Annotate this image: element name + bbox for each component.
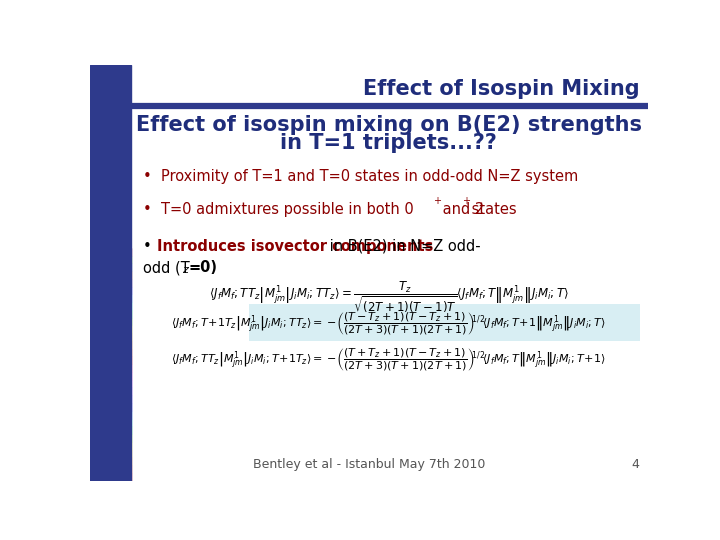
Bar xyxy=(90,372,131,380)
Text: $\langle J_f M_f; T\!+\!1 T_z \left|M^1_{jm}\right| J_i M_i; TT_z \rangle = -\!\: $\langle J_f M_f; T\!+\!1 T_z \left|M^1_… xyxy=(171,310,606,337)
Bar xyxy=(90,287,131,294)
Text: Effect of isospin mixing on B(E2) strengths: Effect of isospin mixing on B(E2) streng… xyxy=(135,114,642,134)
Bar xyxy=(90,310,131,318)
Text: =0): =0) xyxy=(189,260,217,275)
Text: z: z xyxy=(182,265,188,275)
Text: +: + xyxy=(462,196,470,206)
Bar xyxy=(90,279,131,287)
Text: in T=1 triplets...??: in T=1 triplets...?? xyxy=(280,133,497,153)
Bar xyxy=(90,326,131,333)
Bar xyxy=(90,248,131,255)
Text: Bentley et al - Istanbul May 7th 2010: Bentley et al - Istanbul May 7th 2010 xyxy=(253,458,485,471)
Bar xyxy=(90,271,131,279)
Text: in B(E2) in N=Z odd-: in B(E2) in N=Z odd- xyxy=(325,239,481,254)
FancyBboxPatch shape xyxy=(249,304,639,341)
Bar xyxy=(90,302,131,310)
Text: •  T=0 admixtures possible in both 0: • T=0 admixtures possible in both 0 xyxy=(143,202,414,217)
Bar xyxy=(90,442,131,450)
Bar xyxy=(90,318,131,326)
Bar xyxy=(90,364,131,372)
Bar xyxy=(90,457,131,465)
Bar xyxy=(90,65,131,481)
Text: $\langle J_f M_f; TT_z \left|M^1_{jm}\right| J_i M_i; TT_z \rangle = \dfrac{T_z}: $\langle J_f M_f; TT_z \left|M^1_{jm}\ri… xyxy=(209,280,569,315)
Text: •  Proximity of T=1 and T=0 states in odd-odd N=Z system: • Proximity of T=1 and T=0 states in odd… xyxy=(143,168,578,184)
Bar xyxy=(90,380,131,388)
Text: Introduces isovector components: Introduces isovector components xyxy=(157,239,433,254)
Bar xyxy=(90,473,131,481)
Bar xyxy=(90,450,131,457)
Bar xyxy=(90,434,131,442)
Bar xyxy=(90,333,131,341)
Bar xyxy=(90,388,131,395)
Bar xyxy=(90,255,131,264)
Bar xyxy=(90,403,131,411)
Bar xyxy=(90,411,131,418)
Bar xyxy=(90,465,131,473)
Bar xyxy=(90,294,131,302)
Text: 4: 4 xyxy=(631,458,639,471)
Text: odd (T: odd (T xyxy=(143,260,190,275)
Text: states: states xyxy=(467,202,517,217)
Text: •: • xyxy=(143,239,161,254)
Bar xyxy=(90,395,131,403)
Bar xyxy=(90,349,131,356)
Text: $\langle J_f M_f; TT_z \left|M^1_{jm}\right| J_i M_i; T\!+\!1 T_z \rangle = -\!\: $\langle J_f M_f; TT_z \left|M^1_{jm}\ri… xyxy=(171,347,606,373)
Bar xyxy=(90,341,131,349)
Bar xyxy=(90,264,131,271)
Bar xyxy=(90,426,131,434)
Text: Effect of Isospin Mixing: Effect of Isospin Mixing xyxy=(363,79,639,99)
Text: +: + xyxy=(433,196,441,206)
Bar xyxy=(90,418,131,426)
Text: and 2: and 2 xyxy=(438,202,484,217)
Bar xyxy=(90,356,131,364)
